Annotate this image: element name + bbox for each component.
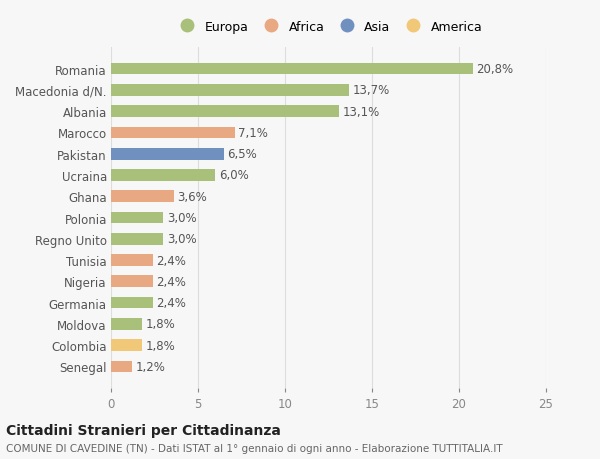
Bar: [111, 106, 339, 118]
Bar: [111, 361, 132, 372]
Bar: [111, 234, 163, 245]
Bar: [111, 318, 142, 330]
Bar: [111, 297, 153, 309]
Text: 7,1%: 7,1%: [238, 127, 268, 140]
Text: 1,8%: 1,8%: [146, 318, 176, 330]
Text: 13,1%: 13,1%: [343, 106, 380, 118]
Bar: [111, 170, 215, 181]
Text: 2,4%: 2,4%: [156, 297, 186, 309]
Text: 2,4%: 2,4%: [156, 254, 186, 267]
Text: 3,0%: 3,0%: [167, 212, 196, 224]
Bar: [111, 340, 142, 351]
Text: 6,5%: 6,5%: [227, 148, 257, 161]
Text: 1,2%: 1,2%: [136, 360, 165, 373]
Bar: [111, 255, 153, 266]
Bar: [111, 212, 163, 224]
Bar: [111, 64, 473, 75]
Text: 3,6%: 3,6%: [177, 190, 207, 203]
Text: Cittadini Stranieri per Cittadinanza: Cittadini Stranieri per Cittadinanza: [6, 423, 281, 437]
Text: 2,4%: 2,4%: [156, 275, 186, 288]
Bar: [111, 127, 235, 139]
Legend: Europa, Africa, Asia, America: Europa, Africa, Asia, America: [175, 21, 482, 34]
Text: COMUNE DI CAVEDINE (TN) - Dati ISTAT al 1° gennaio di ogni anno - Elaborazione T: COMUNE DI CAVEDINE (TN) - Dati ISTAT al …: [6, 443, 503, 453]
Text: 6,0%: 6,0%: [219, 169, 248, 182]
Text: 20,8%: 20,8%: [476, 63, 514, 76]
Bar: [111, 149, 224, 160]
Text: 1,8%: 1,8%: [146, 339, 176, 352]
Text: 3,0%: 3,0%: [167, 233, 196, 246]
Bar: [111, 276, 153, 287]
Text: 13,7%: 13,7%: [353, 84, 390, 97]
Bar: [111, 85, 349, 96]
Bar: [111, 191, 173, 202]
